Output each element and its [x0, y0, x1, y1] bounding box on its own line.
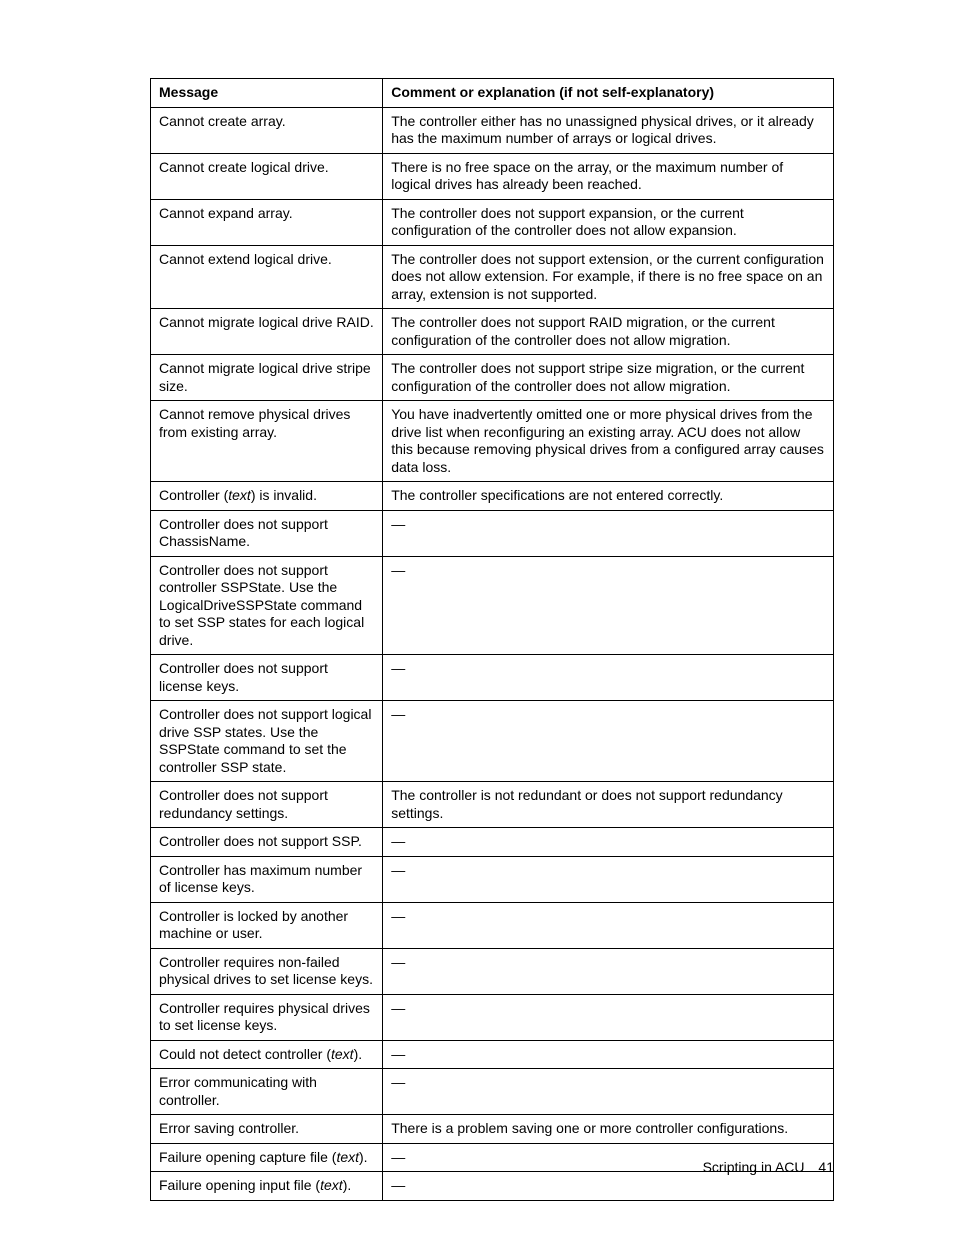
- comment-cell: —: [383, 828, 834, 857]
- table-row: Controller does not support SSP.—: [151, 828, 834, 857]
- page-footer: Scripting in ACU 41: [703, 1159, 834, 1175]
- message-cell: Error saving controller.: [151, 1115, 383, 1144]
- message-cell: Could not detect controller (text).: [151, 1040, 383, 1069]
- message-cell: Cannot remove physical drives from exist…: [151, 401, 383, 482]
- error-messages-table: Message Comment or explanation (if not s…: [150, 78, 834, 1201]
- message-cell: Cannot create logical drive.: [151, 153, 383, 199]
- comment-cell: —: [383, 701, 834, 782]
- table-row: Cannot extend logical drive.The controll…: [151, 245, 834, 309]
- message-text-post: ).: [343, 1177, 352, 1193]
- document-page: Message Comment or explanation (if not s…: [0, 0, 954, 1235]
- table-row: Controller has maximum number of license…: [151, 856, 834, 902]
- table-row: Controller requires non-failed physical …: [151, 948, 834, 994]
- message-cell: Controller does not support license keys…: [151, 655, 383, 701]
- table-row: Failure opening input file (text).—: [151, 1172, 834, 1201]
- comment-cell: The controller does not support stripe s…: [383, 355, 834, 401]
- comment-cell: The controller does not support expansio…: [383, 199, 834, 245]
- comment-cell: There is a problem saving one or more co…: [383, 1115, 834, 1144]
- message-cell: Cannot extend logical drive.: [151, 245, 383, 309]
- message-cell: Controller is locked by another machine …: [151, 902, 383, 948]
- message-cell: Controller does not support controller S…: [151, 556, 383, 655]
- table-row: Cannot migrate logical drive RAID.The co…: [151, 309, 834, 355]
- message-cell: Controller does not support logical driv…: [151, 701, 383, 782]
- message-cell: Controller requires non-failed physical …: [151, 948, 383, 994]
- message-cell: Cannot migrate logical drive stripe size…: [151, 355, 383, 401]
- message-text-post: ).: [359, 1149, 368, 1165]
- message-cell: Cannot expand array.: [151, 199, 383, 245]
- comment-cell: —: [383, 510, 834, 556]
- table-row: Cannot expand array.The controller does …: [151, 199, 834, 245]
- message-cell: Failure opening capture file (text).: [151, 1143, 383, 1172]
- comment-cell: —: [383, 1040, 834, 1069]
- comment-cell: There is no free space on the array, or …: [383, 153, 834, 199]
- comment-cell: —: [383, 856, 834, 902]
- message-cell: Controller has maximum number of license…: [151, 856, 383, 902]
- comment-cell: —: [383, 994, 834, 1040]
- message-text-italic: text: [320, 1177, 343, 1193]
- table-row: Controller does not support ChassisName.…: [151, 510, 834, 556]
- table-row: Controller is locked by another machine …: [151, 902, 834, 948]
- message-cell: Error communicating with controller.: [151, 1069, 383, 1115]
- table-row: Controller (text) is invalid.The control…: [151, 482, 834, 511]
- message-text-post: ).: [354, 1046, 363, 1062]
- comment-cell: —: [383, 902, 834, 948]
- message-text-pre: Could not detect controller (: [159, 1046, 331, 1062]
- comment-cell: The controller does not support RAID mig…: [383, 309, 834, 355]
- message-text-pre: Controller (: [159, 487, 228, 503]
- message-text-italic: text: [336, 1149, 359, 1165]
- table-row: Cannot migrate logical drive stripe size…: [151, 355, 834, 401]
- comment-cell: —: [383, 1172, 834, 1201]
- table-row: Controller does not support redundancy s…: [151, 782, 834, 828]
- message-cell: Controller does not support SSP.: [151, 828, 383, 857]
- table-row: Controller requires physical drives to s…: [151, 994, 834, 1040]
- table-row: Controller does not support logical driv…: [151, 701, 834, 782]
- message-cell: Cannot create array.: [151, 107, 383, 153]
- comment-cell: The controller is not redundant or does …: [383, 782, 834, 828]
- footer-section-title: Scripting in ACU: [703, 1159, 805, 1175]
- comment-cell: —: [383, 1069, 834, 1115]
- comment-cell: The controller does not support extensio…: [383, 245, 834, 309]
- comment-cell: You have inadvertently omitted one or mo…: [383, 401, 834, 482]
- table-row: Cannot create logical drive.There is no …: [151, 153, 834, 199]
- table-header-row: Message Comment or explanation (if not s…: [151, 79, 834, 108]
- table-row: Error communicating with controller.—: [151, 1069, 834, 1115]
- message-text-pre: Failure opening capture file (: [159, 1149, 336, 1165]
- footer-page-number: 41: [818, 1159, 834, 1175]
- message-text-italic: text: [331, 1046, 354, 1062]
- table-row: Controller does not support license keys…: [151, 655, 834, 701]
- table-row: Cannot remove physical drives from exist…: [151, 401, 834, 482]
- table-row: Error saving controller.There is a probl…: [151, 1115, 834, 1144]
- comment-cell: —: [383, 655, 834, 701]
- header-message: Message: [151, 79, 383, 108]
- table-row: Could not detect controller (text).—: [151, 1040, 834, 1069]
- message-cell: Controller does not support ChassisName.: [151, 510, 383, 556]
- table-row: Controller does not support controller S…: [151, 556, 834, 655]
- comment-cell: —: [383, 556, 834, 655]
- message-text-italic: text: [228, 487, 251, 503]
- comment-cell: The controller either has no unassigned …: [383, 107, 834, 153]
- message-text-post: ) is invalid.: [251, 487, 317, 503]
- message-cell: Controller does not support redundancy s…: [151, 782, 383, 828]
- message-cell: Controller requires physical drives to s…: [151, 994, 383, 1040]
- message-text-pre: Failure opening input file (: [159, 1177, 320, 1193]
- header-comment: Comment or explanation (if not self-expl…: [383, 79, 834, 108]
- comment-cell: —: [383, 948, 834, 994]
- table-row: Cannot create array.The controller eithe…: [151, 107, 834, 153]
- message-cell: Controller (text) is invalid.: [151, 482, 383, 511]
- message-cell: Failure opening input file (text).: [151, 1172, 383, 1201]
- comment-cell: The controller specifications are not en…: [383, 482, 834, 511]
- message-cell: Cannot migrate logical drive RAID.: [151, 309, 383, 355]
